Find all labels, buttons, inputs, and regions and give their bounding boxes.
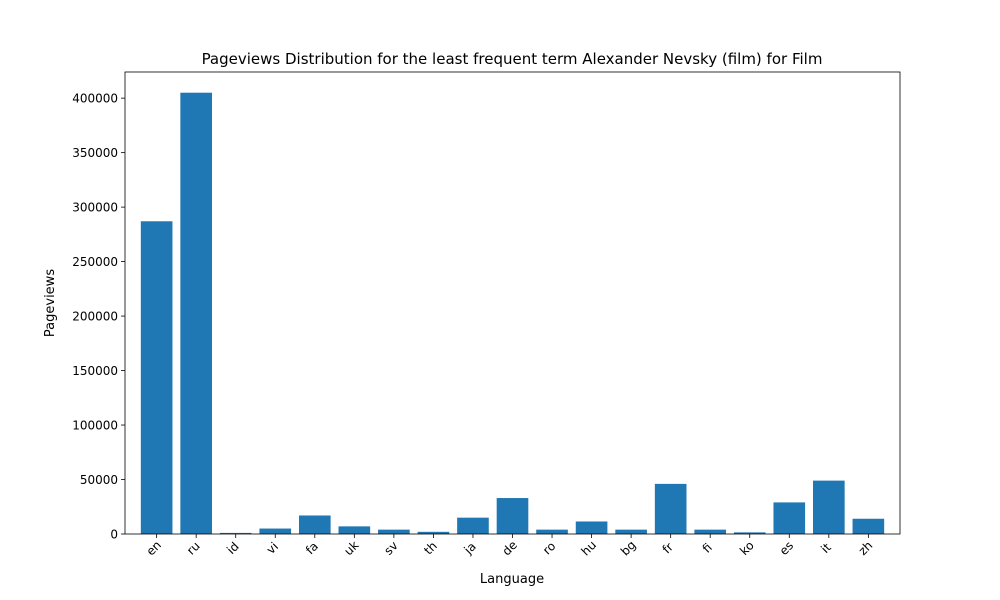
plot-area: en ru id vi fa uk sv th ja de ro hu bg fr fi ko es it zh 0 5… bbox=[72, 71, 901, 559]
y-tick-label-250000: 250000 bbox=[72, 255, 118, 269]
bar-sv bbox=[378, 529, 410, 534]
y-tick-label-400000: 400000 bbox=[72, 92, 118, 106]
x-tick-label-zh: zh bbox=[856, 538, 876, 558]
x-tick-label-ro: ro bbox=[540, 539, 558, 557]
y-tick-label-50000: 50000 bbox=[80, 473, 118, 487]
bar-fi bbox=[694, 529, 727, 534]
x-tick-label-hu: hu bbox=[578, 538, 599, 559]
bar-it bbox=[813, 480, 845, 534]
x-tick-label-id: id bbox=[224, 539, 242, 557]
axes-frame bbox=[124, 71, 901, 535]
x-tick-label-de: de bbox=[499, 538, 520, 559]
y-tick-label-350000: 350000 bbox=[72, 146, 118, 160]
x-tick-label-es: es bbox=[777, 538, 797, 558]
bar-id bbox=[219, 532, 252, 534]
x-tick-label-ru: ru bbox=[184, 539, 203, 558]
bar-vi bbox=[259, 528, 292, 534]
y-tick-label-150000: 150000 bbox=[72, 364, 118, 378]
bar-ja bbox=[457, 517, 489, 534]
y-tick-label-300000: 300000 bbox=[72, 201, 118, 215]
bar-fa bbox=[298, 515, 331, 534]
bar-ru bbox=[180, 92, 212, 534]
bar-zh bbox=[852, 518, 885, 534]
bar-bg bbox=[615, 529, 647, 534]
y-tick-label-100000: 100000 bbox=[72, 419, 118, 433]
x-tick-label-vi: vi bbox=[264, 540, 281, 557]
x-tick-label-uk: uk bbox=[341, 538, 361, 558]
y-tick-label-0: 0 bbox=[110, 528, 118, 542]
x-axis-label: Language bbox=[480, 572, 544, 587]
bar-en bbox=[140, 221, 173, 534]
y-tick-label-200000: 200000 bbox=[72, 310, 118, 324]
bar-ro bbox=[536, 529, 568, 534]
bar-uk bbox=[338, 526, 371, 534]
x-tick-label-ja: ja bbox=[461, 539, 479, 557]
x-tick-label-fi: fi bbox=[700, 541, 715, 556]
bar-de bbox=[496, 498, 529, 534]
x-tick-label-it: it bbox=[818, 540, 834, 556]
bar-hu bbox=[575, 521, 608, 534]
x-tick-label-sv: sv bbox=[381, 538, 400, 557]
bar-fr bbox=[654, 483, 687, 534]
bar-ko bbox=[733, 532, 766, 534]
y-axis-label: Pageviews bbox=[43, 269, 58, 337]
x-tick-label-bg: bg bbox=[618, 538, 639, 559]
bar-th bbox=[417, 531, 450, 534]
x-tick-label-ko: ko bbox=[737, 538, 757, 558]
x-tick-label-en: en bbox=[144, 538, 165, 559]
x-tick-label-th: th bbox=[421, 539, 440, 558]
x-tick-label-fa: fa bbox=[303, 539, 321, 557]
bar-es bbox=[773, 502, 806, 534]
x-tick-label-fr: fr bbox=[660, 540, 676, 556]
chart-title: Pageviews Distribution for the least fre… bbox=[202, 50, 823, 68]
